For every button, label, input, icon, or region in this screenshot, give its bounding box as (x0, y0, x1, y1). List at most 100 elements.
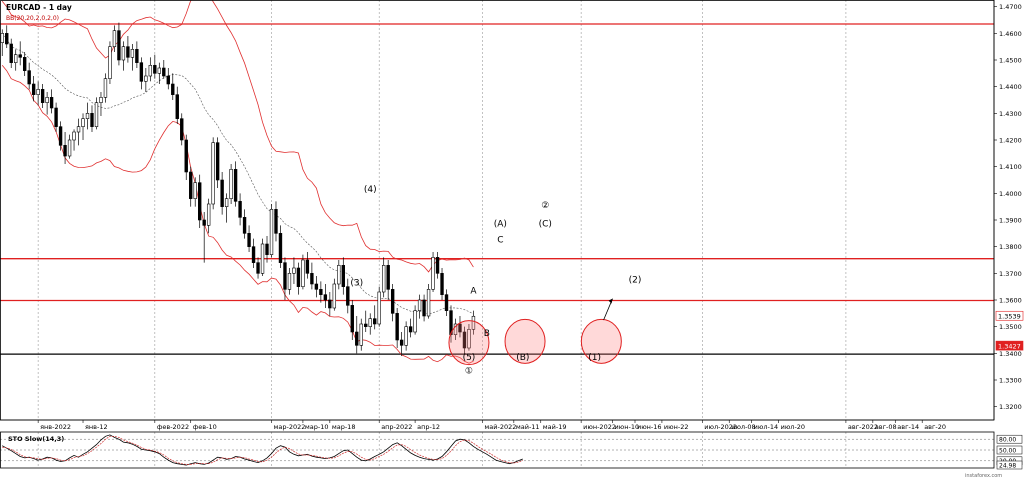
candle (440, 268, 444, 300)
time-tick-label: май-11 (516, 423, 540, 431)
candle (292, 257, 296, 284)
time-tick-label: июн-2022 (583, 423, 616, 431)
price-tick-label: 1.4500 (999, 57, 1022, 65)
time-tick-label: янв-12 (85, 423, 108, 431)
candle-body (211, 142, 215, 205)
candle (18, 41, 22, 66)
candle-body (0, 33, 4, 43)
support-circle (580, 318, 622, 364)
candle (63, 132, 67, 164)
candle (121, 41, 126, 71)
time-tick-label: апр-12 (417, 423, 440, 431)
candle (449, 305, 453, 343)
candle (22, 52, 27, 76)
candle-body (404, 326, 408, 346)
price-tick-label: 1.4700 (999, 3, 1022, 11)
candles (0, 22, 476, 356)
candle (458, 316, 462, 338)
candle (408, 318, 413, 338)
stochastic-value-box (996, 460, 1023, 470)
candle-body (135, 49, 139, 63)
candle-body (341, 265, 345, 287)
candle-body (373, 318, 377, 325)
candle (215, 137, 220, 188)
candle (9, 38, 13, 68)
candle (417, 294, 422, 319)
candle (467, 324, 471, 351)
candle-body (355, 331, 359, 346)
candle-body (332, 283, 337, 309)
time-tick-label: фев-2022 (157, 423, 189, 431)
candle-body (117, 30, 121, 61)
candle (435, 252, 440, 279)
candle-body (215, 142, 220, 181)
stochastic-main (2, 434, 523, 466)
price-tag-box (995, 310, 1024, 321)
price-tick-label: 1.3300 (999, 377, 1022, 385)
candle-body (45, 97, 49, 103)
candle-body (63, 145, 67, 157)
candle (323, 284, 328, 308)
candle-body (126, 46, 130, 58)
candle (31, 76, 36, 102)
candle (14, 49, 18, 71)
candle (189, 166, 193, 207)
candle (135, 41, 139, 68)
candle-body (5, 33, 9, 45)
candle-body (27, 70, 31, 85)
candle-body (413, 310, 417, 333)
wave-label: (C) (539, 220, 552, 230)
candle-body (229, 169, 233, 199)
candle-body (130, 49, 135, 58)
time-tick-label: июн-10 (615, 423, 640, 431)
candle (238, 193, 242, 226)
candle-body (206, 203, 211, 226)
candle (265, 236, 269, 263)
candle (346, 278, 350, 314)
candle (242, 209, 247, 239)
candle (278, 225, 283, 268)
stochastic-level-label: 50.00 (999, 447, 1016, 454)
wave-label: B (484, 329, 490, 339)
candle (180, 113, 184, 146)
time-tick-label: июл-20 (781, 423, 805, 431)
candle-body (260, 243, 265, 274)
price-tick-label: 1.4300 (999, 110, 1022, 118)
candle (301, 254, 305, 290)
candle-body (184, 139, 188, 173)
price-tick-label: 1.3900 (999, 217, 1022, 225)
candle (206, 198, 211, 234)
candle-body (337, 265, 341, 285)
frames (0, 0, 995, 469)
candle (453, 318, 458, 340)
candle (283, 257, 287, 300)
candle (314, 276, 319, 298)
candle-body (283, 262, 287, 290)
candle-body (202, 219, 206, 226)
candle (233, 161, 238, 207)
candle (148, 57, 153, 82)
bollinger-bands (1, 0, 474, 364)
candle-body (292, 267, 296, 274)
wave-label: A (470, 286, 477, 296)
candle (27, 62, 31, 90)
candle (85, 102, 90, 130)
candle-body (296, 267, 301, 287)
time-tick-label: авг-2022 (848, 423, 878, 431)
candle-body (399, 339, 404, 346)
stochastic-value-label: 24.98 (999, 462, 1016, 469)
candle (287, 268, 292, 295)
candle-body (144, 75, 148, 82)
candle-body (233, 169, 238, 202)
candle-body (471, 315, 476, 330)
time-tick-label: авг-14 (897, 423, 919, 431)
candle (328, 292, 332, 316)
price-tick-label: 1.4400 (999, 83, 1022, 91)
time-tick-label: мар-2022 (273, 423, 305, 431)
candle (364, 310, 368, 332)
candle-body (444, 294, 449, 311)
price-tick-label: 1.3600 (999, 297, 1022, 305)
price-tag-box (995, 340, 1024, 351)
candle-body (85, 113, 90, 119)
